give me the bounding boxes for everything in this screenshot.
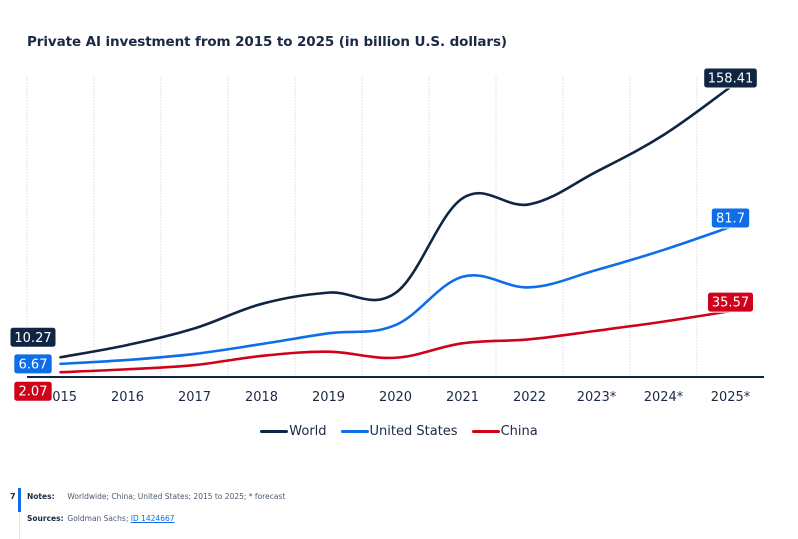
- data-label-box: [707, 291, 754, 313]
- x-tick-label: 2016: [111, 390, 144, 405]
- legend-swatch-united-states: [340, 430, 369, 433]
- data-label-united-states-last: 81.7: [710, 207, 751, 229]
- sources-label: Sources:: [27, 514, 64, 523]
- legend-swatch-china: [471, 430, 500, 433]
- line-chart: 2015 2016 2017 2018 2019 2020 2021 2022 2023* 202…: [9, 67, 764, 405]
- series-lines: [59, 85, 732, 374]
- chart-title: Private AI investment from 2015 to 2025 …: [27, 34, 507, 50]
- x-tick-label: 2018: [245, 390, 278, 405]
- data-label-value: 158.41: [708, 72, 754, 87]
- legend-item-world[interactable]: World: [260, 424, 327, 439]
- data-label-box: [13, 380, 53, 402]
- data-label-china-first: 2.07: [13, 380, 53, 402]
- series-line-world: [59, 85, 732, 359]
- data-label-box: [13, 353, 53, 375]
- data-label-value: 2.07: [19, 385, 48, 400]
- legend-label-china: China: [500, 424, 538, 439]
- data-label-united-states-first: 6.67: [13, 353, 53, 375]
- x-tick-labels: 2015 2016 2017 2018 2019 2020 2021 2022 2023* 202…: [44, 390, 751, 405]
- footer-notes: Notes: Worldwide; China; United States; …: [27, 492, 285, 501]
- sources-text: Goldman Sachs;: [67, 514, 131, 523]
- series-line-united-states: [59, 225, 732, 366]
- footer-number: 7: [10, 492, 16, 501]
- x-tick-label: 2017: [178, 390, 211, 405]
- data-label-box: [9, 326, 57, 348]
- x-tick-label: 2021: [446, 390, 479, 405]
- x-tick-label: 2022: [513, 390, 546, 405]
- grid-lines: [26, 76, 698, 376]
- legend-item-china[interactable]: China: [471, 424, 538, 439]
- footer-accent-bar: [18, 488, 21, 512]
- footer-divider: [19, 512, 20, 539]
- legend-label-united-states: United States: [369, 424, 458, 439]
- x-tick-label: 2023*: [577, 390, 617, 405]
- data-label-china-last: 35.57: [707, 291, 754, 313]
- data-label-box: [710, 207, 751, 229]
- x-tick-label: 2020: [379, 390, 412, 405]
- legend: World United States China: [0, 424, 798, 439]
- data-label-value: 10.27: [14, 331, 51, 346]
- source-id-link[interactable]: ID 1424667: [130, 514, 175, 523]
- data-label-world-last: 158.41: [703, 67, 758, 89]
- legend-swatch-world: [260, 430, 289, 433]
- data-labels: 10.27 158.41 6.67 81.7 2.07 35.57: [9, 67, 758, 402]
- legend-label-world: World: [289, 424, 327, 439]
- data-label-value: 35.57: [712, 296, 749, 311]
- legend-item-united-states[interactable]: United States: [340, 424, 458, 439]
- data-label-world-first: 10.27: [9, 326, 57, 348]
- x-tick-label: 2024*: [644, 390, 684, 405]
- data-label-box: [703, 67, 758, 89]
- x-tick-label: 2019: [312, 390, 345, 405]
- footer-sources: Sources: Goldman Sachs; ID 1424667: [27, 514, 175, 523]
- x-tick-label: 2025*: [711, 390, 751, 405]
- series-line-china: [59, 309, 732, 374]
- data-label-value: 6.67: [19, 357, 48, 372]
- data-label-value: 81.7: [716, 211, 745, 226]
- notes-label: Notes:: [27, 492, 55, 501]
- notes-text: Worldwide; China; United States; 2015 to…: [67, 492, 286, 501]
